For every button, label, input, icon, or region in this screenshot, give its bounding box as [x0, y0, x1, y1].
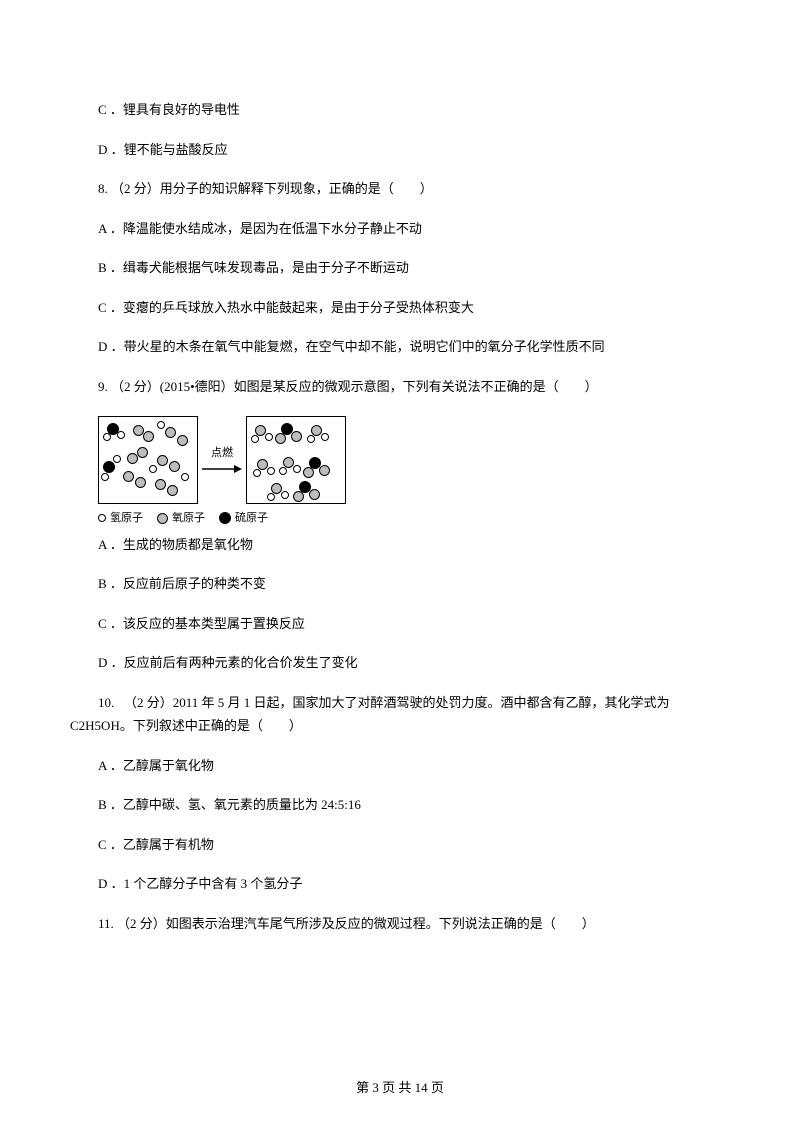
q9-legend-o: 氧原子: [172, 510, 205, 527]
q8-option-b: B ．缉毒犬能根据气味发现毒品，是由于分子不断运动: [70, 258, 730, 278]
q9-arrow: 点燃: [198, 445, 246, 476]
q8-option-a: A ．降温能使水结成冰，是因为在低温下水分子静止不动: [70, 219, 730, 239]
q9-legend-s: 硫原子: [235, 510, 268, 527]
q9-option-c: C ．该反应的基本类型属于置换反应: [70, 614, 730, 634]
q9-option-d: D ．反应前后有两种元素的化合价发生了变化: [70, 653, 730, 673]
q10-stem-2: C2H5OH。下列叙述中正确的是（ ）: [70, 716, 730, 736]
q7-option-d: D ．锂不能与盐酸反应: [70, 140, 730, 160]
q10-option-c: C ．乙醇属于有机物: [70, 835, 730, 855]
q10-stem-1: 10. （2 分）2011 年 5 月 1 日起，国家加大了对醉酒驾驶的处罚力度…: [70, 693, 730, 713]
q8-option-c: C ．变瘪的乒乓球放入热水中能鼓起来，是由于分子受热体积变大: [70, 298, 730, 318]
q9-stem: 9. （2 分）(2015•德阳）如图是某反应的微观示意图，下列有关说法不正确的…: [70, 377, 730, 397]
q9-panel-right: [246, 416, 346, 504]
q8-option-d: D ．带火星的木条在氧气中能复燃，在空气中却不能，说明它们中的氧分子化学性质不同: [70, 337, 730, 357]
q11-stem: 11. （2 分）如图表示治理汽车尾气所涉及反应的微观过程。下列说法正确的是（ …: [70, 914, 730, 934]
q9-legend-h: 氢原子: [110, 510, 143, 527]
page-footer: 第 3 页 共 14 页: [0, 1077, 800, 1096]
q9-legend: 氢原子 氧原子 硫原子: [98, 510, 358, 527]
q9-diagram: 点燃: [98, 416, 358, 527]
q10-option-a: A ．乙醇属于氧化物: [70, 756, 730, 776]
q9-panel-left: [98, 416, 198, 504]
q9-option-b: B ．反应前后原子的种类不变: [70, 574, 730, 594]
q10-option-d: D ．1 个乙醇分子中含有 3 个氢分子: [70, 874, 730, 894]
q7-option-c: C ．锂具有良好的导电性: [70, 100, 730, 120]
q9-option-a: A ．生成的物质都是氧化物: [70, 535, 730, 555]
q10-option-b: B ．乙醇中碳、氢、氧元素的质量比为 24:5:16: [70, 795, 730, 815]
q9-arrow-label: 点燃: [211, 445, 233, 462]
q8-stem: 8. （2 分）用分子的知识解释下列现象，正确的是（ ）: [70, 179, 730, 199]
